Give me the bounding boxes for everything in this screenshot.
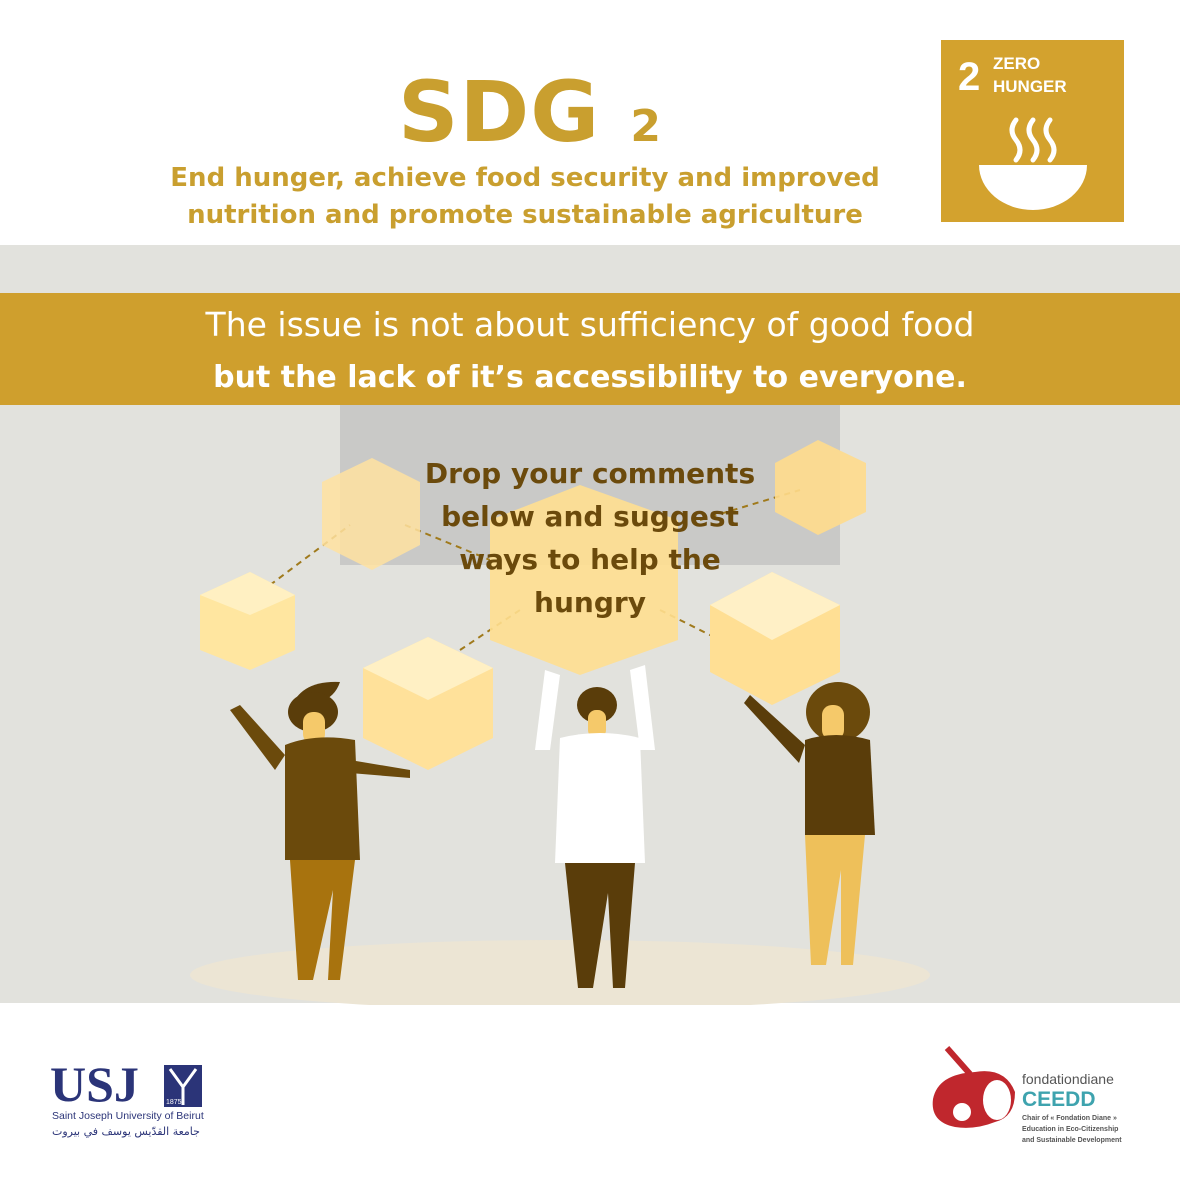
- box-icon: [490, 485, 678, 675]
- sdg-tile-label-2: HUNGER: [993, 77, 1067, 96]
- call-to-action: Drop your comments below and suggest way…: [380, 452, 800, 624]
- banner-line-2: but the lack of it’s accessibility to ev…: [213, 360, 967, 395]
- banner-line-1: The issue is not about sufficiency of go…: [205, 305, 975, 344]
- box-icon: [775, 440, 866, 535]
- svg-text:Chair of « Fondation Diane »: Chair of « Fondation Diane »: [1022, 1115, 1117, 1122]
- person-right: [744, 682, 875, 965]
- box-icon: [710, 572, 840, 705]
- cta-line-4: hungry: [534, 586, 646, 619]
- svg-text:Education in Eco-Citizenship: Education in Eco-Citizenship: [1022, 1126, 1118, 1133]
- cta-line-3: ways to help the: [459, 543, 721, 576]
- svg-text:Saint Joseph University of Bei: Saint Joseph University of Beirut: [52, 1110, 204, 1122]
- svg-text:جامعة القدّيس يوسف في بيروت: جامعة القدّيس يوسف في بيروت: [52, 1125, 200, 1138]
- box-icon: [200, 572, 295, 670]
- box-icon: [363, 637, 493, 770]
- cta-line-2: below and suggest: [441, 500, 739, 533]
- title-text: SDG: [397, 63, 601, 161]
- key-message-banner: The issue is not about sufficiency of go…: [0, 293, 1180, 405]
- cta-line-1: Drop your comments: [424, 457, 756, 490]
- subtitle-line-1: End hunger, achieve food security and im…: [170, 163, 880, 193]
- ceedd-logo: fondationdiane CEEDD Chair of « Fondatio…: [932, 1046, 1122, 1144]
- person-left: [230, 681, 410, 980]
- subtitle-line-2: nutrition and promote sustainable agricu…: [187, 200, 863, 230]
- svg-text:USJ: USJ: [50, 1056, 139, 1112]
- people-lifting-boxes-illustration: [190, 405, 930, 1005]
- box-icon: [322, 458, 420, 570]
- title-number: 2: [630, 101, 663, 152]
- sdg-tile-label-1: ZERO: [993, 54, 1040, 73]
- svg-text:and Sustainable Development: and Sustainable Development: [1022, 1137, 1122, 1144]
- svg-text:CEEDD: CEEDD: [1022, 1088, 1096, 1111]
- sdg-tile-number: 2: [958, 55, 980, 99]
- page-subtitle: End hunger, achieve food security and im…: [130, 160, 920, 234]
- sdg-2-tile: 2 ZERO HUNGER: [941, 40, 1124, 222]
- usj-logo: USJ 1875 Saint Joseph University of Beir…: [50, 1056, 204, 1138]
- svg-text:fondationdiane: fondationdiane: [1022, 1071, 1114, 1087]
- person-center: [535, 665, 655, 988]
- page-title: SDG 2: [330, 62, 730, 177]
- svg-text:1875: 1875: [166, 1099, 182, 1106]
- soup-bowl-icon: [979, 117, 1087, 210]
